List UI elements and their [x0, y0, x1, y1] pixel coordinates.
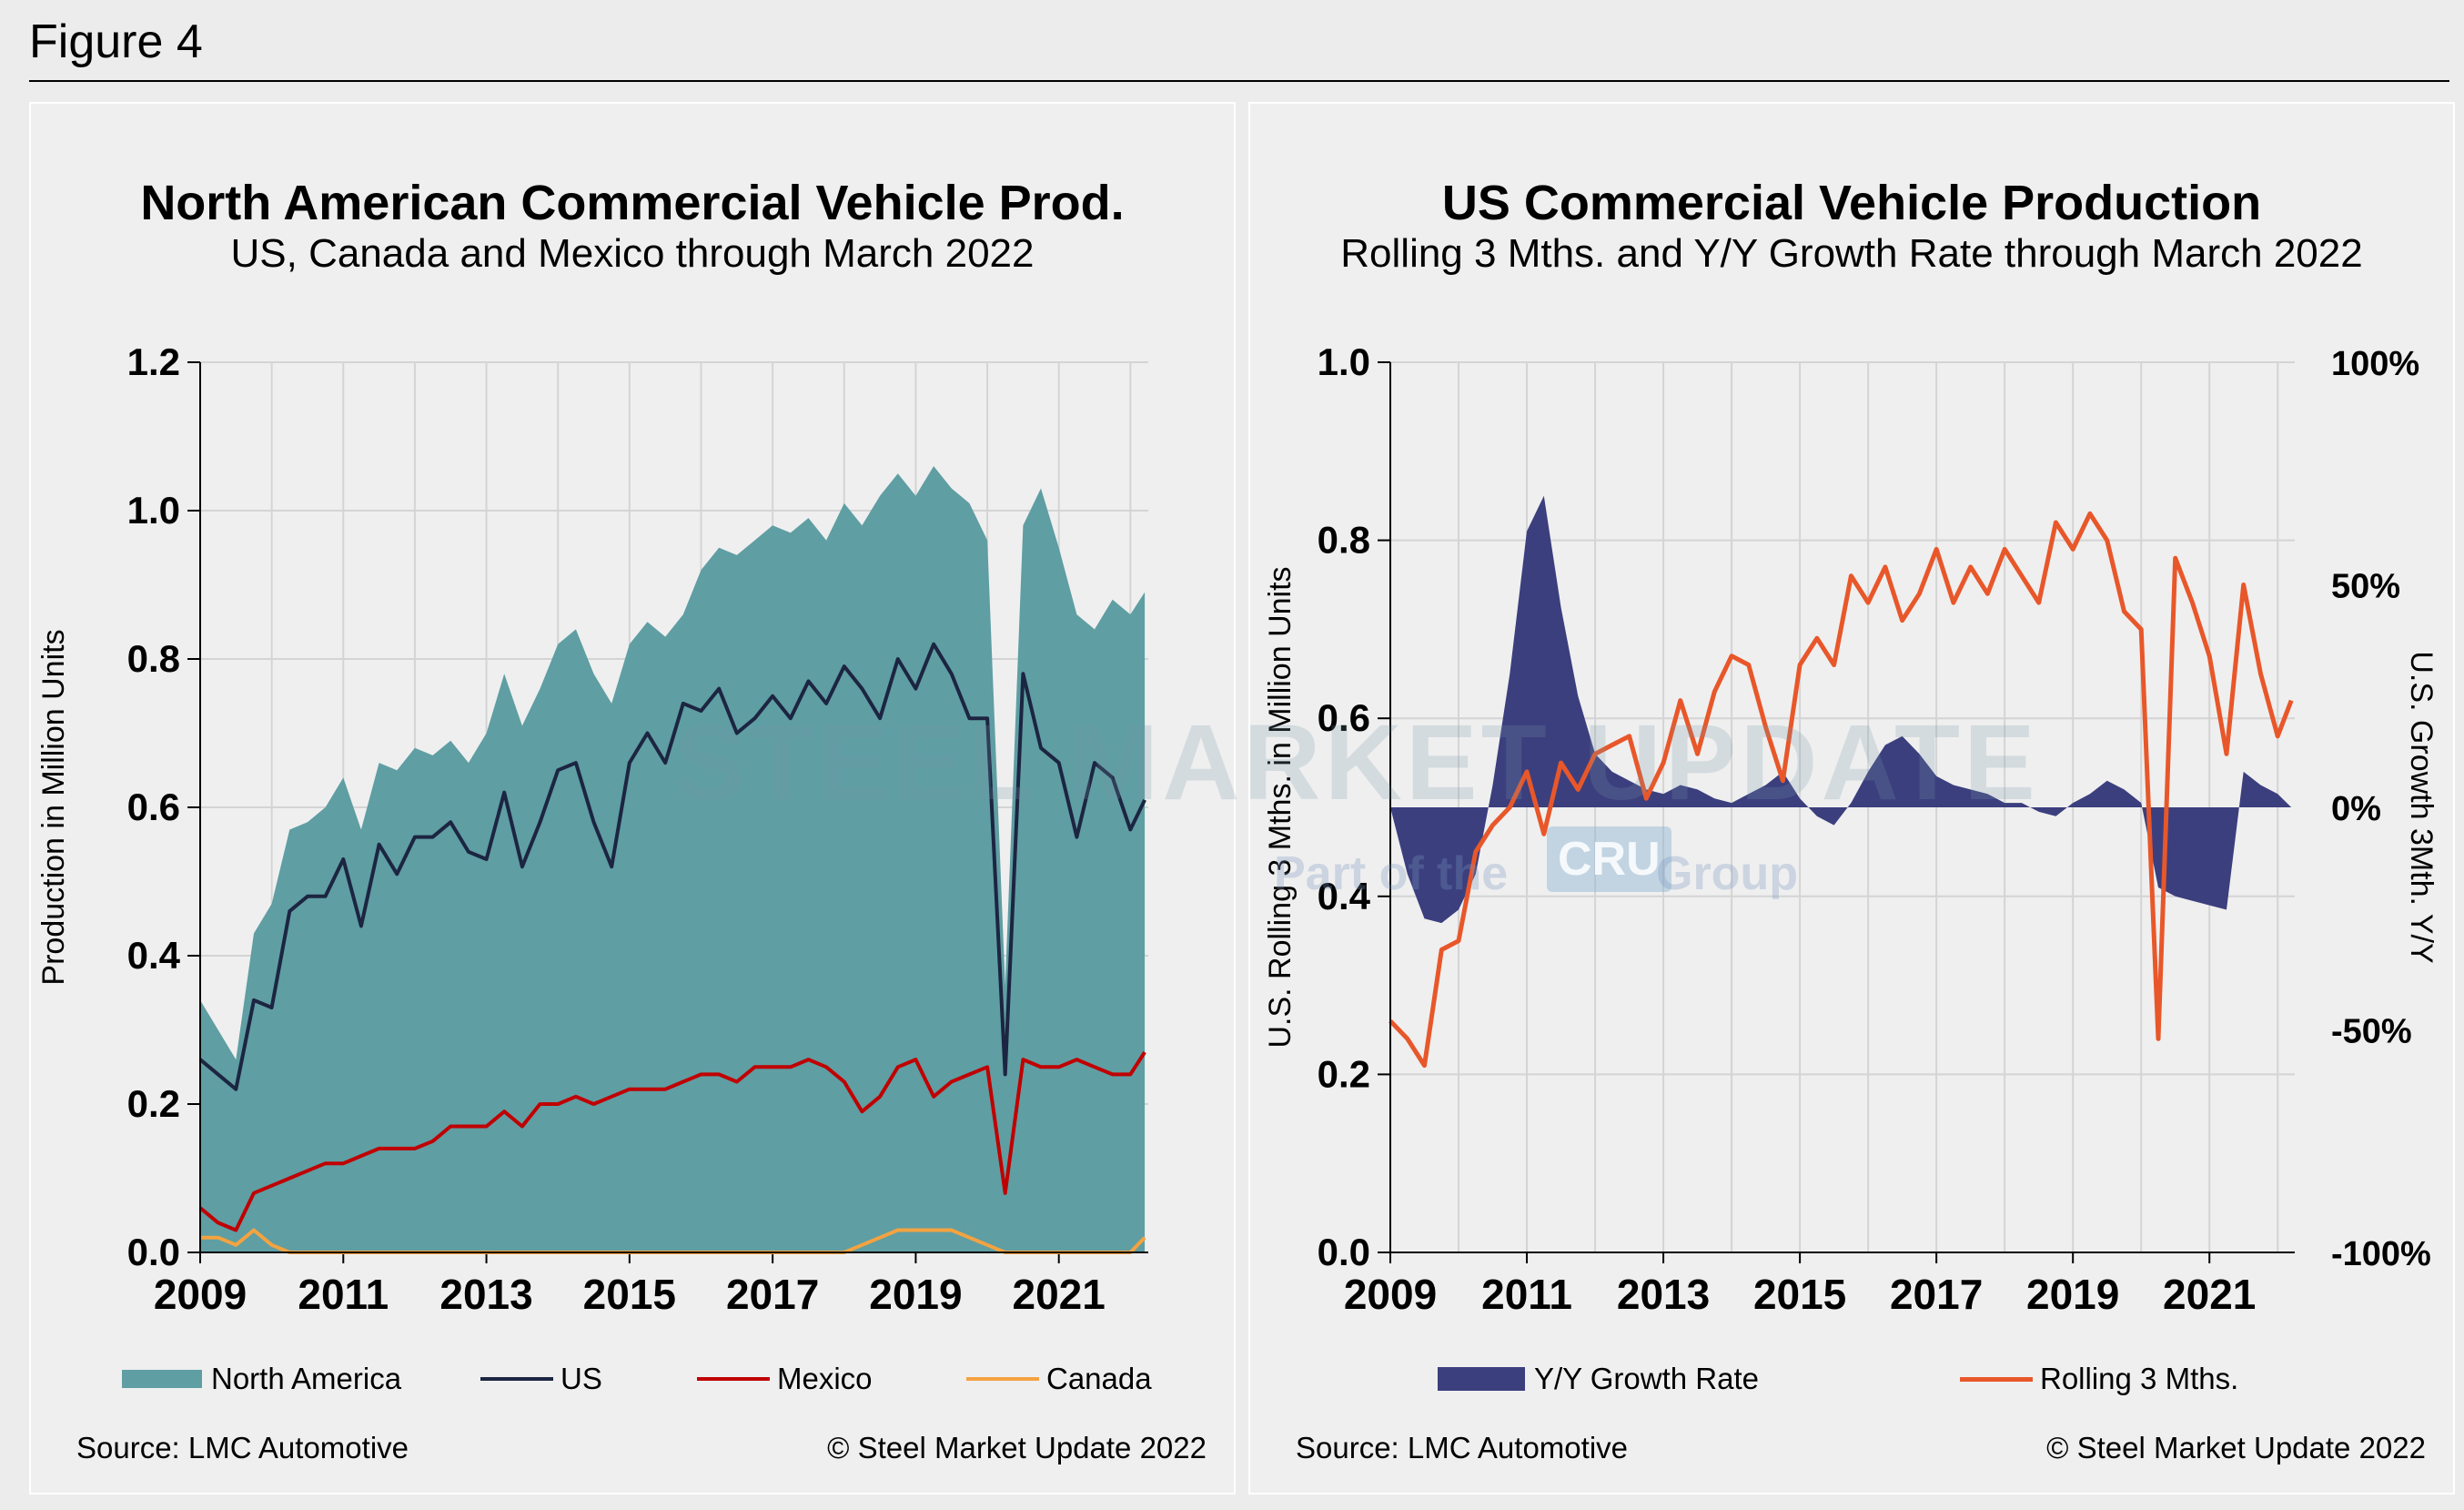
right-legend: Y/Y Growth Rate Rolling 3 Mths.: [1250, 1362, 2453, 1407]
legend-swatch-growth-rate: [1438, 1367, 1525, 1391]
legend-north-america: North America: [122, 1362, 401, 1396]
series-y-y-growth-rate-area: [1390, 495, 2292, 924]
y-tick-label: 0.4: [127, 934, 181, 977]
series-us-line: [198, 642, 1146, 1091]
right-chart-svg: 0.0 0.2 0.4 0.6 0.8 1.0 2009 2011 2013 2015 2017 20…: [1263, 340, 2439, 1318]
right-chart-subtitle: Rolling 3 Mths. and Y/Y Growth Rate thro…: [1340, 231, 2363, 276]
legend-swatch-north-america: [122, 1370, 202, 1388]
y2-tick-label: 50%: [2331, 568, 2400, 606]
legend-swatch-mexico: [697, 1377, 770, 1381]
y-tick-label: 0.0: [1318, 1231, 1370, 1273]
left-chart-panel: North American Commercial Vehicle Prod. …: [29, 102, 1236, 1495]
watermark-tagline-b: CRU: [1547, 826, 1671, 892]
legend-label-north-america: North America: [211, 1362, 402, 1395]
y2-axis-label: U.S. Growth 3Mth. Y/Y: [2404, 651, 2439, 963]
left-chart-title: North American Commercial Vehicle Prod.: [140, 176, 1125, 230]
legend-swatch-rolling: [1960, 1376, 2033, 1382]
figure-label: Figure 4: [29, 15, 203, 68]
x-tick-label: 2015: [583, 1271, 676, 1318]
watermark-tagline-c: Group: [1656, 847, 1798, 900]
x-tick-label: 2019: [2026, 1271, 2119, 1318]
y2-tick-label: -50%: [2331, 1013, 2412, 1051]
x-tick-label: 2019: [869, 1271, 962, 1318]
series-north-america-area: [200, 466, 1146, 1252]
left-source: Source: LMC Automotive: [76, 1431, 409, 1464]
watermark-tagline-a: Part of the: [1274, 847, 1509, 900]
y-tick-label: 0.2: [127, 1082, 180, 1125]
left-chart-subtitle: US, Canada and Mexico through March 2022: [230, 231, 1035, 276]
x-tick-label: 2011: [1481, 1271, 1572, 1318]
x-tick-label: 2009: [154, 1271, 247, 1318]
y-tick-label: 0.6: [127, 785, 180, 828]
legend-rolling: Rolling 3 Mths.: [1960, 1362, 2238, 1396]
legend-swatch-canada: [966, 1377, 1039, 1381]
x-tick-label: 2009: [1344, 1271, 1437, 1318]
watermark-brand: STEEL MARKET UPDATE: [673, 703, 2039, 823]
y-tick-label: 0.6: [1318, 696, 1370, 739]
legend-label-us: US: [560, 1362, 602, 1395]
y-tick-label: 0.8: [127, 637, 180, 680]
x-tick-label: 2017: [726, 1271, 819, 1318]
y-axis-label: Production in Million Units: [36, 629, 71, 985]
x-tick-label: 2017: [1890, 1271, 1983, 1318]
x-tick-label: 2011: [298, 1271, 389, 1318]
y-axis-label: U.S. Rolling 3 Mths. in Million Units: [1263, 566, 1298, 1048]
y-tick-label: 1.0: [127, 489, 180, 532]
y-tick-label: 0.4: [1318, 875, 1371, 917]
y2-tick-label: 100%: [2331, 345, 2419, 383]
y2-tick-label: 0%: [2331, 790, 2381, 828]
series-rolling-3-mths-line: [1389, 511, 2294, 1069]
right-chart-panel: US Commercial Vehicle Production Rolling…: [1248, 102, 2455, 1495]
legend-label-growth-rate: Y/Y Growth Rate: [1534, 1362, 1760, 1395]
left-legend: North America US Mexico Canada: [31, 1362, 1234, 1407]
x-tick-label: 2013: [439, 1271, 532, 1318]
left-copyright: © Steel Market Update 2022: [827, 1431, 1207, 1464]
x-tick-label: 2021: [1013, 1271, 1106, 1318]
y-tick-label: 0.8: [1318, 519, 1370, 562]
legend-mexico: Mexico: [697, 1362, 873, 1396]
legend-label-canada: Canada: [1046, 1362, 1152, 1395]
legend-us: US: [480, 1362, 602, 1396]
legend-swatch-us: [480, 1377, 553, 1381]
x-tick-label: 2013: [1617, 1271, 1710, 1318]
y-tick-label: 1.2: [127, 340, 180, 383]
y-tick-label: 0.2: [1318, 1052, 1370, 1095]
legend-canada: Canada: [966, 1362, 1152, 1396]
y-tick-label: 0.0: [127, 1231, 180, 1273]
legend-label-rolling: Rolling 3 Mths.: [2040, 1362, 2239, 1395]
series-mexico-line: [198, 1050, 1146, 1232]
left-chart-svg: 0.0 0.2 0.4 0.6 0.8 1.0 1.2 2009 2011 2013 2015 201…: [36, 340, 1148, 1318]
right-source: Source: LMC Automotive: [1296, 1431, 1628, 1464]
right-copyright: © Steel Market Update 2022: [2046, 1431, 2426, 1464]
x-tick-label: 2015: [1753, 1271, 1846, 1318]
y2-tick-label: -100%: [2331, 1235, 2431, 1273]
x-tick-label: 2021: [2163, 1271, 2256, 1318]
figure-rule: [29, 80, 2449, 82]
legend-growth-rate: Y/Y Growth Rate: [1438, 1362, 1759, 1396]
right-chart-title: US Commercial Vehicle Production: [1441, 176, 2262, 230]
y-tick-label: 1.0: [1318, 340, 1370, 383]
legend-label-mexico: Mexico: [777, 1362, 873, 1395]
